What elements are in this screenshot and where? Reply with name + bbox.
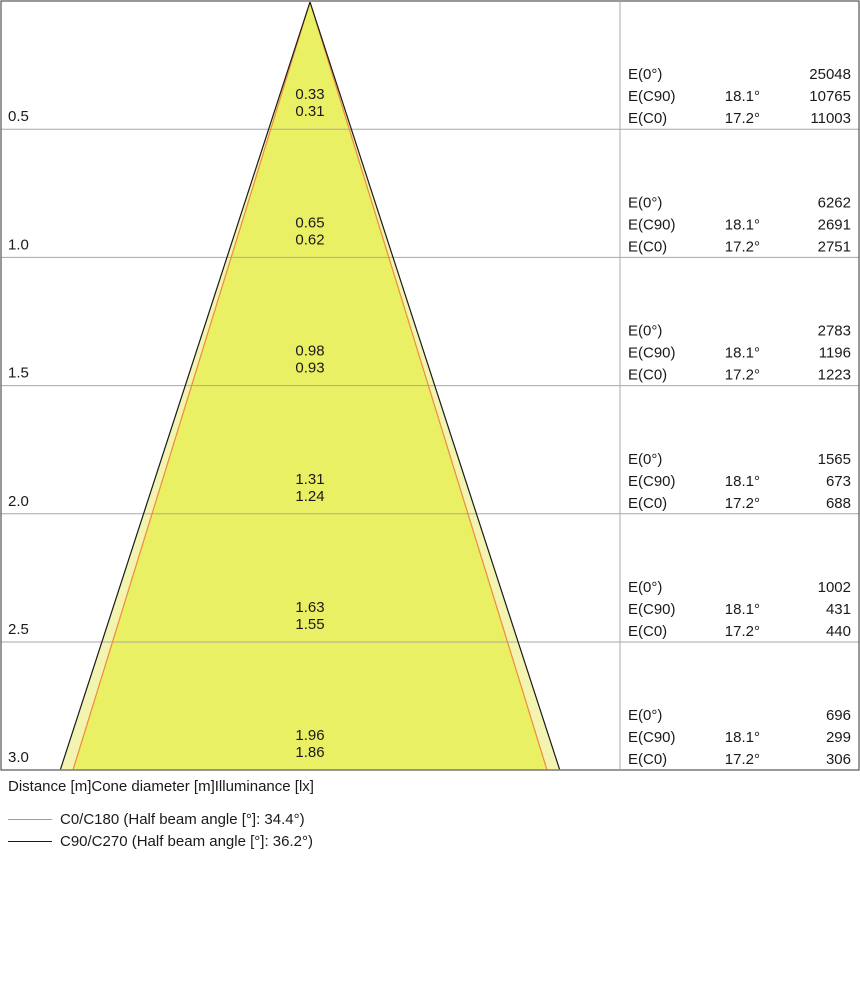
illuminance-label-ec0: E(C0): [628, 623, 667, 640]
angle-ec0: 17.2°: [725, 367, 760, 384]
cone-diameter-c90: 1.31: [295, 471, 324, 488]
angle-ec0: 17.2°: [725, 110, 760, 127]
illuminance-label-e0: E(0°): [628, 194, 662, 211]
illuminance-label-ec90: E(C90): [628, 88, 676, 105]
distance-label: 2.0: [8, 493, 29, 510]
illuminance-ec90: 10765: [809, 88, 851, 105]
angle-ec0: 17.2°: [725, 495, 760, 512]
column-header-1: Cone diameter [m]: [91, 778, 215, 795]
illuminance-e0: 2783: [818, 323, 851, 340]
legend-line-c90: [8, 841, 52, 842]
illuminance-ec0: 440: [826, 623, 851, 640]
cone-c90-edge-right: [309, 1, 561, 770]
illuminance-ec90: 299: [826, 729, 851, 746]
cone-diameter-c90: 0.33: [295, 86, 324, 103]
illuminance-ec0: 2751: [818, 238, 851, 255]
illuminance-label-ec0: E(C0): [628, 367, 667, 384]
illuminance-label-ec90: E(C90): [628, 729, 676, 746]
legend-line-c0: [8, 819, 52, 820]
frame: [0, 0, 860, 771]
cone-diameter-c0: 1.24: [295, 488, 324, 505]
illuminance-ec90: 1196: [819, 345, 851, 362]
illuminance-label-ec90: E(C90): [628, 473, 676, 490]
cone-diagram: 0.5 0.330.31 E(0°) 25048 E(C90) 18.1° 10765 E(C…: [0, 0, 860, 771]
legend-label-c0: C0/C180 (Half beam angle [°]: 34.4°): [60, 811, 305, 828]
illuminance-ec0: 306: [826, 751, 851, 768]
cone-c0-edge-left: [72, 1, 311, 770]
illuminance-e0: 25048: [809, 66, 851, 83]
angle-ec0: 17.2°: [725, 751, 760, 768]
column-header: Distance [m]Cone diameter [m]Illuminance…: [8, 778, 314, 795]
illuminance-ec90: 431: [826, 601, 851, 618]
illuminance-label-ec0: E(C0): [628, 110, 667, 127]
cone-c0-edge-right: [309, 1, 548, 770]
illuminance-label-e0: E(0°): [628, 707, 662, 724]
cone-diameter-c90: 1.63: [295, 599, 324, 616]
distance-label: 2.5: [8, 621, 29, 638]
angle-ec90: 18.1°: [725, 216, 760, 233]
column-header-0: Distance [m]: [8, 778, 92, 795]
illuminance-label-ec90: E(C90): [628, 601, 676, 618]
illuminance-ec0: 1223: [818, 367, 851, 384]
angle-ec90: 18.1°: [725, 88, 760, 105]
distance-label: 1.5: [8, 365, 29, 382]
column-header-2: Illuminance [lx]: [214, 778, 314, 795]
illuminance-label-e0: E(0°): [628, 451, 662, 468]
illuminance-ec90: 673: [826, 473, 851, 490]
illuminance-label-ec0: E(C0): [628, 495, 667, 512]
cone-diameter-c0: 0.31: [295, 103, 324, 120]
illuminance-label-e0: E(0°): [628, 323, 662, 340]
illuminance-label-ec0: E(C0): [628, 238, 667, 255]
cone-diameter-c0: 0.93: [295, 360, 324, 377]
illuminance-e0: 6262: [818, 194, 851, 211]
cone-diameter-c0: 1.86: [295, 744, 324, 761]
angle-ec90: 18.1°: [725, 729, 760, 746]
illuminance-ec90: 2691: [818, 216, 851, 233]
illuminance-label-ec90: E(C90): [628, 345, 676, 362]
cone-diameter-c0: 0.62: [295, 231, 324, 248]
illuminance-ec0: 11003: [810, 110, 851, 127]
illuminance-e0: 1002: [818, 579, 851, 596]
illuminance-ec0: 688: [826, 495, 851, 512]
angle-ec90: 18.1°: [725, 473, 760, 490]
angle-ec0: 17.2°: [725, 623, 760, 640]
cone-diameter-c90: 0.98: [295, 343, 324, 360]
illuminance-label-ec90: E(C90): [628, 216, 676, 233]
cone-c90-edge-left: [59, 1, 311, 770]
cone-diameter-c90: 0.65: [295, 214, 324, 231]
illuminance-label-e0: E(0°): [628, 579, 662, 596]
cone-diameter-c90: 1.96: [295, 727, 324, 744]
angle-ec0: 17.2°: [725, 238, 760, 255]
legend-label-c90: C90/C270 (Half beam angle [°]: 36.2°): [60, 833, 313, 850]
illuminance-label-e0: E(0°): [628, 66, 662, 83]
angle-ec90: 18.1°: [725, 345, 760, 362]
illuminance-e0: 696: [826, 707, 851, 724]
illuminance-e0: 1565: [818, 451, 851, 468]
distance-label: 3.0: [8, 749, 29, 766]
distance-label: 0.5: [8, 108, 29, 125]
distance-label: 1.0: [8, 236, 29, 253]
angle-ec90: 18.1°: [725, 601, 760, 618]
illuminance-label-ec0: E(C0): [628, 751, 667, 768]
cone-diameter-c0: 1.55: [295, 616, 324, 633]
